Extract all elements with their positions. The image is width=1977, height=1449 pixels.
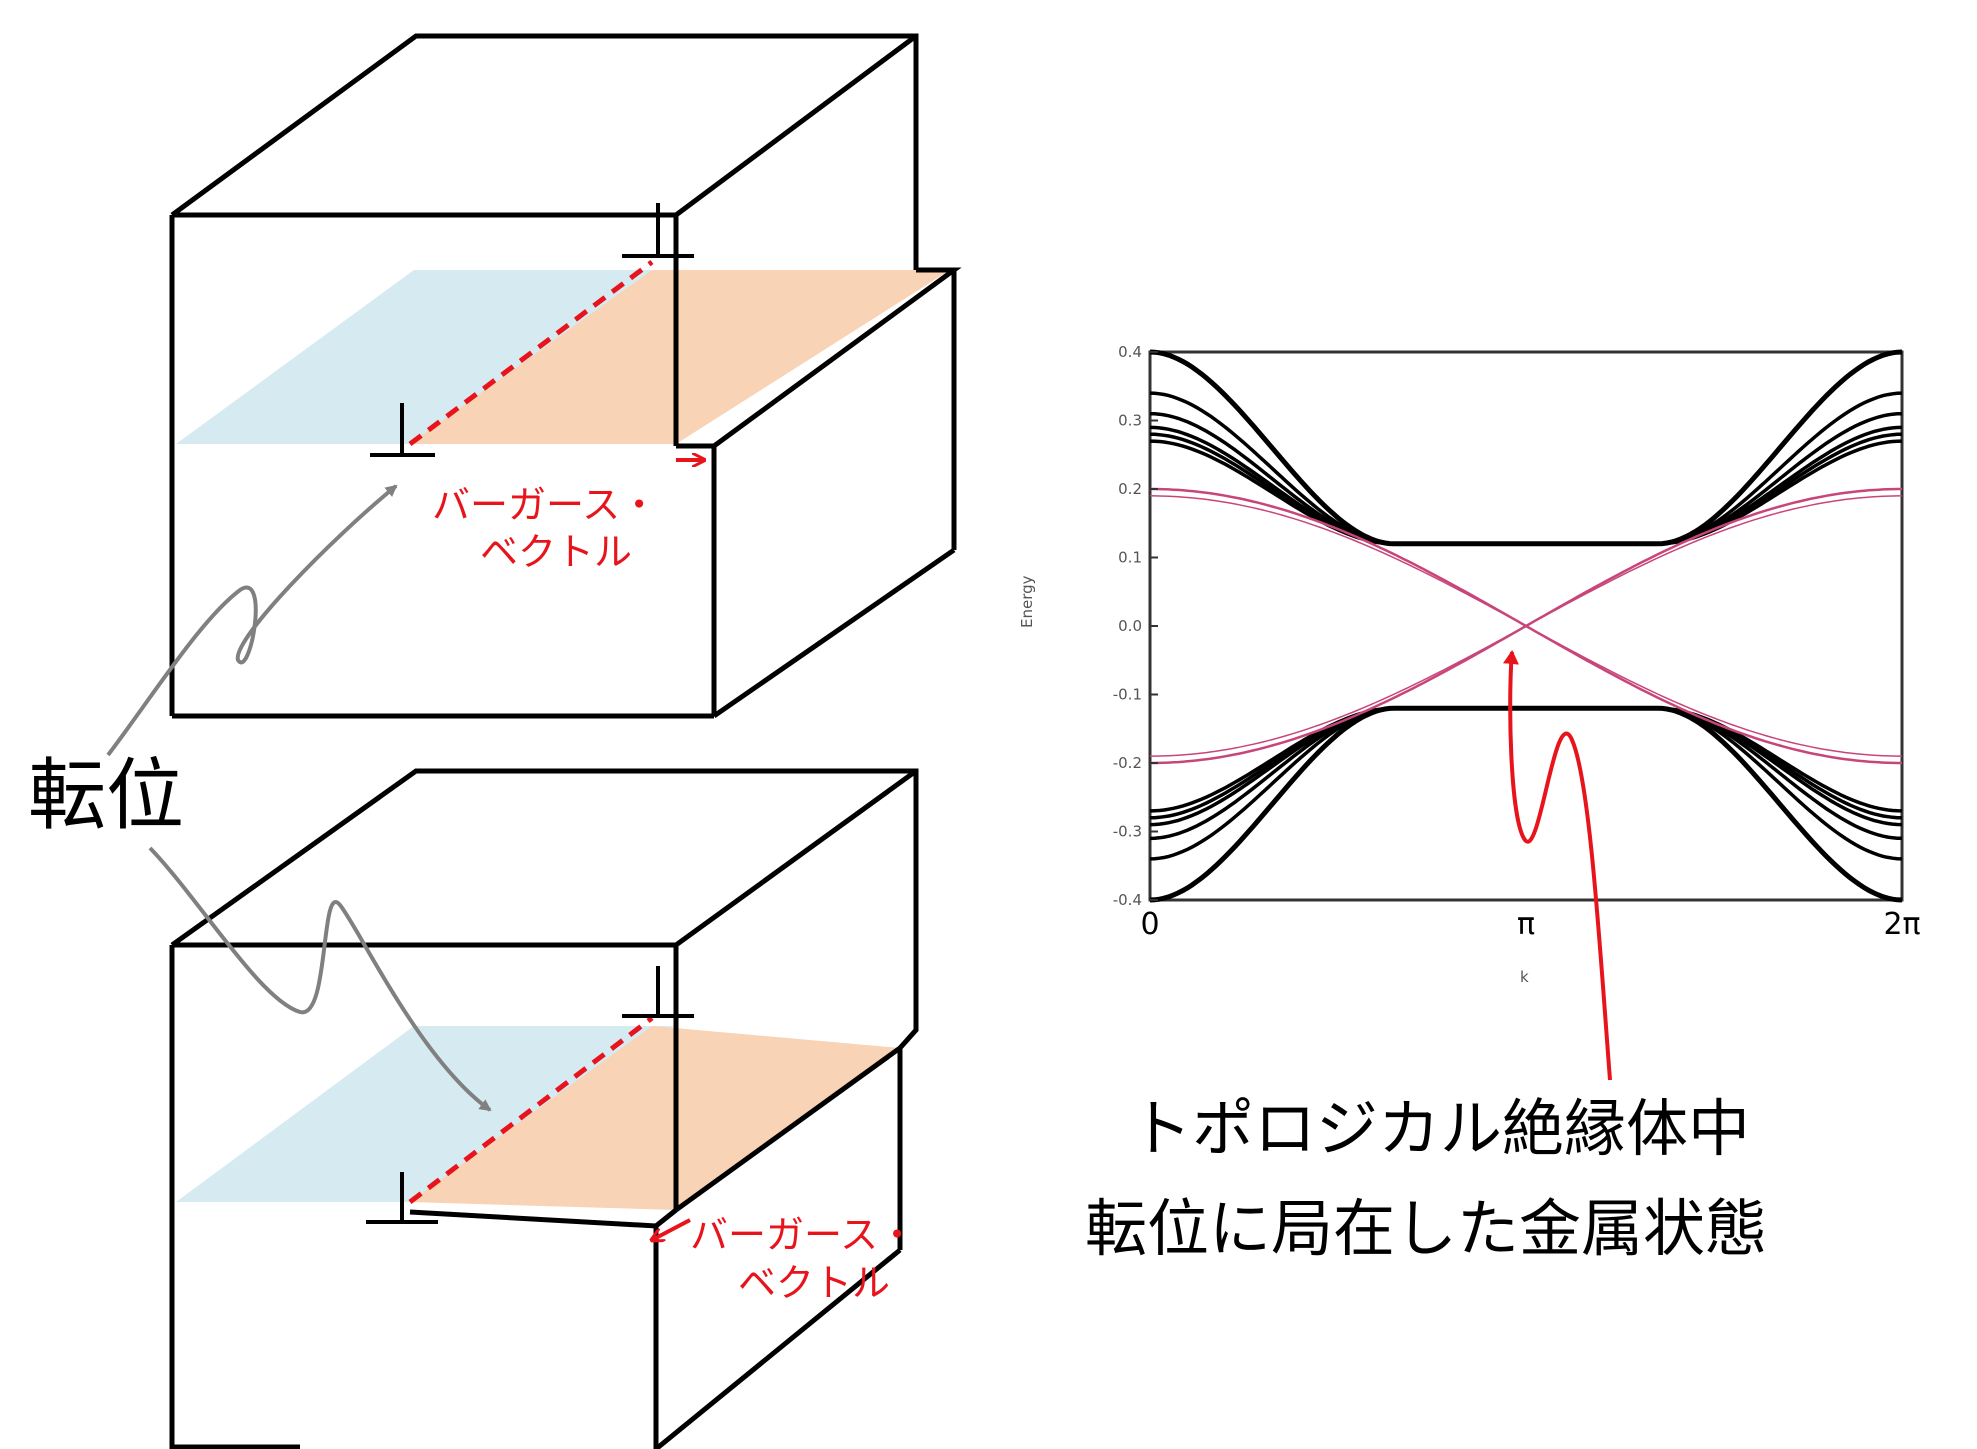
bottom-burgers-label-1: バーガース・ [690, 1213, 916, 1257]
y-tick-label: 0.1 [1118, 549, 1142, 567]
y-tick-label: 0.0 [1118, 617, 1142, 635]
bottom-dislocation-line [408, 1016, 654, 1204]
bottom-orange-plane [410, 1026, 900, 1210]
bulk-band [1149, 349, 1903, 547]
y-tick-label: -0.2 [1113, 754, 1142, 772]
metallic-state-arrow [1503, 650, 1612, 1081]
x-tick-label: π [1517, 907, 1535, 942]
bulk-band [1149, 391, 1903, 546]
bottom-blue-plane [176, 1026, 674, 1202]
perpendicular-symbol-icon [622, 966, 694, 1018]
perpendicular-symbol-icon [622, 203, 694, 258]
bulk-band [1149, 706, 1903, 861]
band-structure-chart: 0.4 0.3 0.2 0.1 0.0 -0.1 -0.2 -0.3 -0.4 0 π 2π Ene… [1018, 343, 1921, 986]
dislocation-label: 転位 [28, 751, 184, 841]
perpendicular-symbol-icon [366, 1172, 438, 1224]
y-tick-label: 0.4 [1118, 343, 1142, 361]
bulk-band [1149, 439, 1903, 546]
top-burgers-label-2: ベクトル [480, 530, 632, 574]
y-tick-label: 0.3 [1118, 412, 1142, 430]
top-dislocation-line [408, 260, 654, 446]
bulk-band [1149, 432, 1903, 546]
bottom-block: バーガース・ ベクトル [169, 768, 919, 1449]
x-tick-label: 0 [1140, 907, 1159, 942]
y-tick-label: 0.2 [1118, 480, 1142, 498]
top-burgers-label-1: バーガース・ [432, 483, 658, 527]
caption-line-2: 転位に局在した金属状態 [1085, 1192, 1767, 1265]
top-orange-plane [410, 270, 950, 444]
top-block: バーガース・ ベクトル [169, 33, 962, 719]
x-tick-labels: 0 π 2π [1140, 907, 1920, 942]
band-lines [1149, 349, 1903, 903]
edge-state-band [1150, 495, 1902, 757]
perpendicular-symbol-icon [370, 403, 435, 457]
gray-arrow-top [106, 484, 398, 757]
x-axis-label: k [1520, 968, 1529, 986]
top-upper-outline [170, 33, 919, 270]
y-tick-label: -0.4 [1113, 891, 1142, 909]
x-tick-label: 2π [1883, 907, 1920, 942]
bulk-band [1149, 706, 1903, 820]
caption-line-1: トポロジカル絶縁体中 [1130, 1092, 1750, 1165]
y-tick-labels: 0.4 0.3 0.2 0.1 0.0 -0.1 -0.2 -0.3 -0.4 [1113, 343, 1158, 909]
bulk-band [1149, 706, 1903, 813]
bottom-burgers-arrow [652, 1218, 691, 1240]
top-blue-plane [176, 270, 674, 444]
y-tick-label: -0.3 [1113, 823, 1142, 841]
bottom-burgers-label-2: ベクトル [738, 1261, 890, 1305]
gray-arrow-bottom [148, 846, 492, 1112]
bulk-band [1149, 705, 1903, 903]
y-tick-label: -0.1 [1113, 686, 1142, 704]
y-axis-label: Energy [1018, 575, 1036, 628]
